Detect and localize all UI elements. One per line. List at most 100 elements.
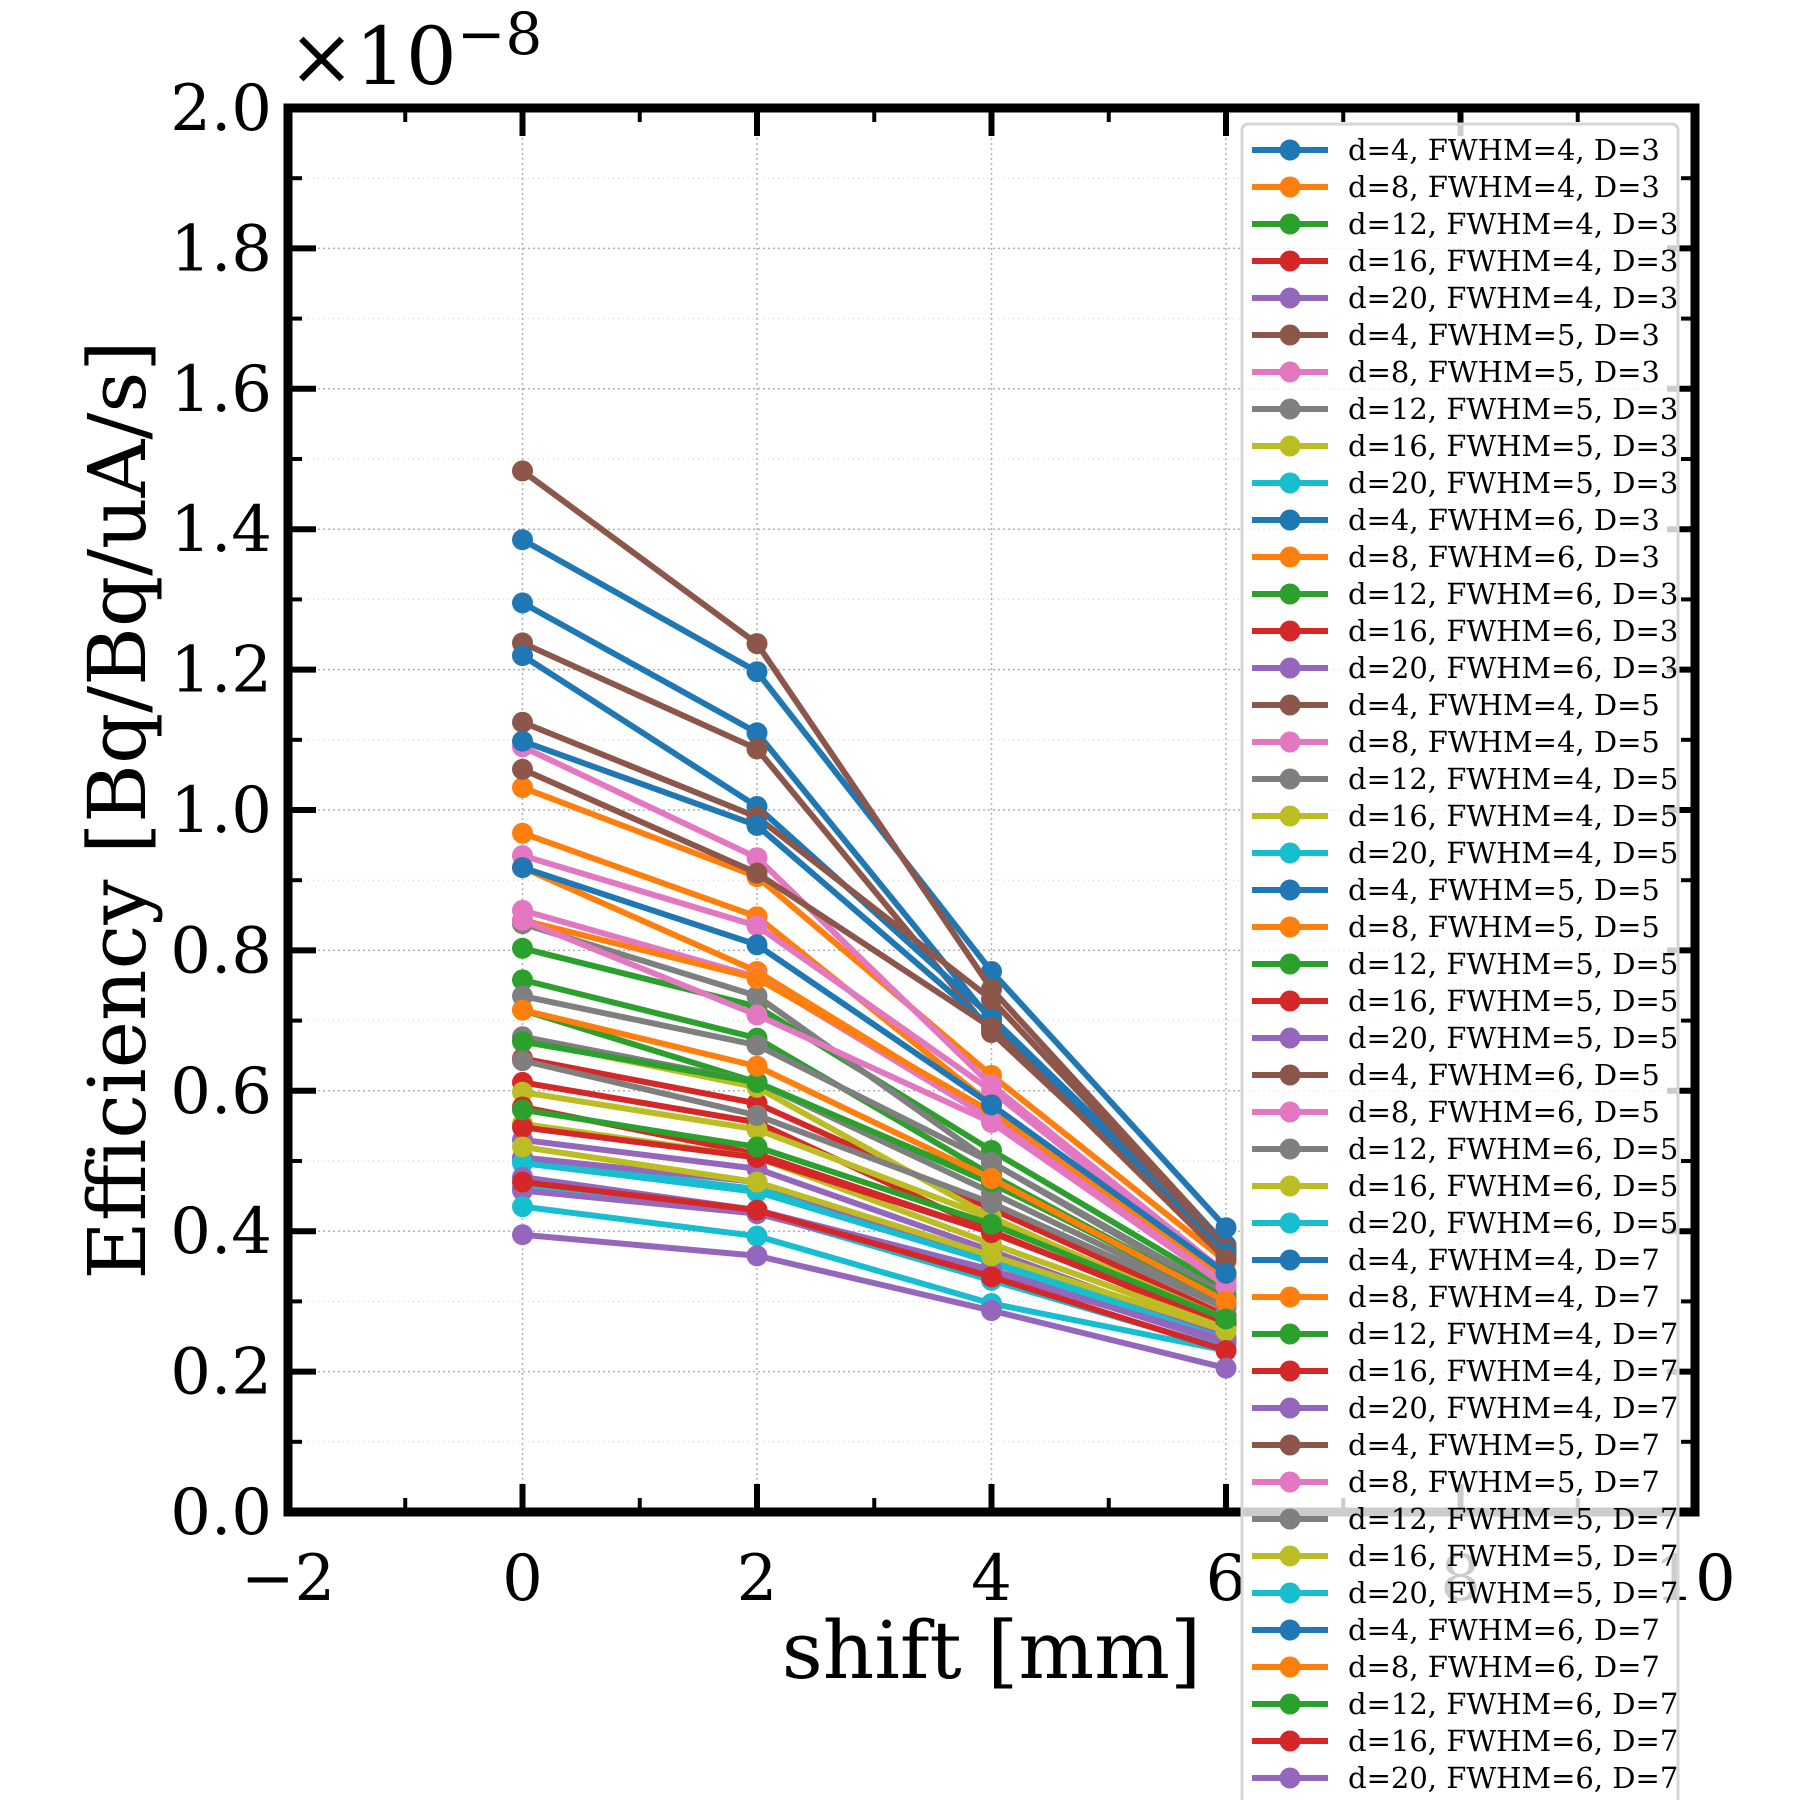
legend-entry: d=4, FWHM=4, D=3 — [1252, 133, 1660, 167]
data-point — [512, 909, 533, 931]
legend-label: d=8, FWHM=5, D=3 — [1348, 355, 1660, 389]
legend-label: d=12, FWHM=6, D=7 — [1348, 1687, 1678, 1721]
legend-marker — [1279, 1323, 1301, 1345]
legend-marker — [1279, 139, 1301, 161]
legend-label: d=20, FWHM=6, D=3 — [1348, 651, 1678, 685]
y-tick-label: 0.2 — [170, 1336, 272, 1410]
legend-box — [1240, 122, 1680, 1800]
series-line — [521, 917, 1228, 1280]
data-point — [512, 1031, 533, 1053]
legend-marker — [1279, 694, 1301, 716]
series-line — [522, 1203, 1227, 1354]
data-point — [746, 1225, 768, 1247]
legend-label: d=4, FWHM=5, D=3 — [1348, 318, 1660, 352]
y-tick-label: 1.8 — [170, 212, 272, 286]
legend-marker — [1279, 1730, 1301, 1752]
legend-entry: d=8, FWHM=5, D=5 — [1252, 910, 1660, 944]
legend-label: d=20, FWHM=6, D=5 — [1348, 1206, 1678, 1240]
legend-marker — [1279, 1101, 1301, 1123]
series-line — [522, 1106, 1228, 1322]
legend-label: d=8, FWHM=6, D=3 — [1348, 540, 1660, 574]
legend-label: d=4, FWHM=6, D=5 — [1348, 1058, 1660, 1092]
series — [512, 1224, 1237, 1379]
data-point — [746, 722, 768, 744]
data-point — [1215, 1290, 1237, 1312]
legend-label: d=8, FWHM=6, D=7 — [1348, 1650, 1660, 1684]
data-point — [746, 985, 768, 1007]
data-point — [746, 1034, 768, 1056]
legend-entry: d=4, FWHM=5, D=3 — [1252, 318, 1660, 352]
legend-entry: d=4, FWHM=6, D=5 — [1252, 1058, 1660, 1092]
data-point — [981, 1151, 1002, 1173]
legend-label: d=4, FWHM=5, D=7 — [1348, 1428, 1660, 1462]
data-point — [981, 1300, 1002, 1322]
legend-label: d=4, FWHM=4, D=3 — [1348, 133, 1660, 167]
legend-marker — [1279, 1619, 1301, 1641]
data-point — [746, 1055, 768, 1077]
legend-label: d=16, FWHM=5, D=7 — [1348, 1539, 1678, 1573]
legend-marker — [1279, 879, 1301, 901]
legend-label: d=4, FWHM=4, D=5 — [1348, 688, 1660, 722]
legend-label: d=16, FWHM=4, D=7 — [1348, 1354, 1678, 1388]
series-line — [521, 784, 1228, 1264]
legend-marker — [1279, 1471, 1301, 1493]
x-axis-label: shift [mm] — [782, 1604, 1202, 1697]
series-line — [521, 744, 1228, 1276]
legend-label: d=20, FWHM=4, D=5 — [1348, 836, 1678, 870]
data-point — [746, 1171, 768, 1193]
legend-label: d=16, FWHM=4, D=3 — [1348, 244, 1678, 278]
legend-entry: d=8, FWHM=5, D=3 — [1252, 355, 1660, 389]
legend-label: d=16, FWHM=4, D=5 — [1348, 799, 1678, 833]
data-point — [746, 738, 768, 760]
legend-entry: d=20, FWHM=5, D=5 — [1252, 1021, 1678, 1055]
legend-label: d=8, FWHM=4, D=5 — [1348, 725, 1660, 759]
data-point — [512, 822, 533, 844]
legend-entry: d=16, FWHM=6, D=5 — [1252, 1169, 1678, 1203]
series-line — [521, 1057, 1228, 1312]
legend-marker — [1279, 1249, 1301, 1271]
legend-label: d=20, FWHM=5, D=7 — [1348, 1576, 1678, 1610]
legend-marker — [1279, 805, 1301, 827]
legend-marker — [1279, 435, 1301, 457]
legend-entry: d=20, FWHM=4, D=5 — [1252, 836, 1678, 870]
legend-label: d=8, FWHM=5, D=7 — [1348, 1465, 1660, 1499]
legend-marker — [1279, 324, 1301, 346]
data-point — [512, 1099, 533, 1121]
x-tick-label: 4 — [971, 1542, 1012, 1616]
legend-entry: d=8, FWHM=4, D=5 — [1252, 725, 1660, 759]
series — [512, 857, 1237, 1284]
y-exponent-power: −8 — [457, 0, 543, 68]
legend-label: d=4, FWHM=5, D=5 — [1348, 873, 1660, 907]
legend-marker — [1279, 472, 1301, 494]
legend-label: d=8, FWHM=6, D=5 — [1348, 1095, 1660, 1129]
legend-label: d=16, FWHM=5, D=3 — [1348, 429, 1678, 463]
legend-label: d=12, FWHM=5, D=7 — [1348, 1502, 1678, 1536]
legend-label: d=4, FWHM=6, D=7 — [1348, 1613, 1660, 1647]
legend-entry: d=4, FWHM=6, D=7 — [1252, 1613, 1660, 1647]
legend-entry: d=8, FWHM=5, D=7 — [1252, 1465, 1660, 1499]
data-point — [512, 969, 533, 991]
series-line — [521, 766, 1229, 1262]
legend-label: d=12, FWHM=5, D=3 — [1348, 392, 1678, 426]
legend-marker — [1279, 176, 1301, 198]
legend-marker — [1279, 731, 1301, 753]
data-point — [512, 1081, 533, 1103]
data-point — [512, 1224, 533, 1246]
data-point — [1215, 1340, 1237, 1362]
legend-marker — [1279, 250, 1301, 272]
legend-marker — [1279, 583, 1301, 605]
data-point — [1215, 1262, 1237, 1284]
y-tick-label: 0.6 — [170, 1055, 272, 1129]
legend-marker — [1279, 1027, 1301, 1049]
series — [512, 1171, 1237, 1362]
data-point — [746, 814, 768, 836]
data-point — [512, 1171, 533, 1193]
legend-entry: d=4, FWHM=5, D=5 — [1252, 873, 1660, 907]
y-tick-label: 1.0 — [170, 774, 272, 848]
legend-marker — [1279, 916, 1301, 938]
data-point — [1215, 1308, 1237, 1330]
legend-marker — [1279, 990, 1301, 1012]
legend-marker — [1279, 213, 1301, 235]
legend-marker — [1279, 1582, 1301, 1604]
data-point — [746, 967, 768, 989]
